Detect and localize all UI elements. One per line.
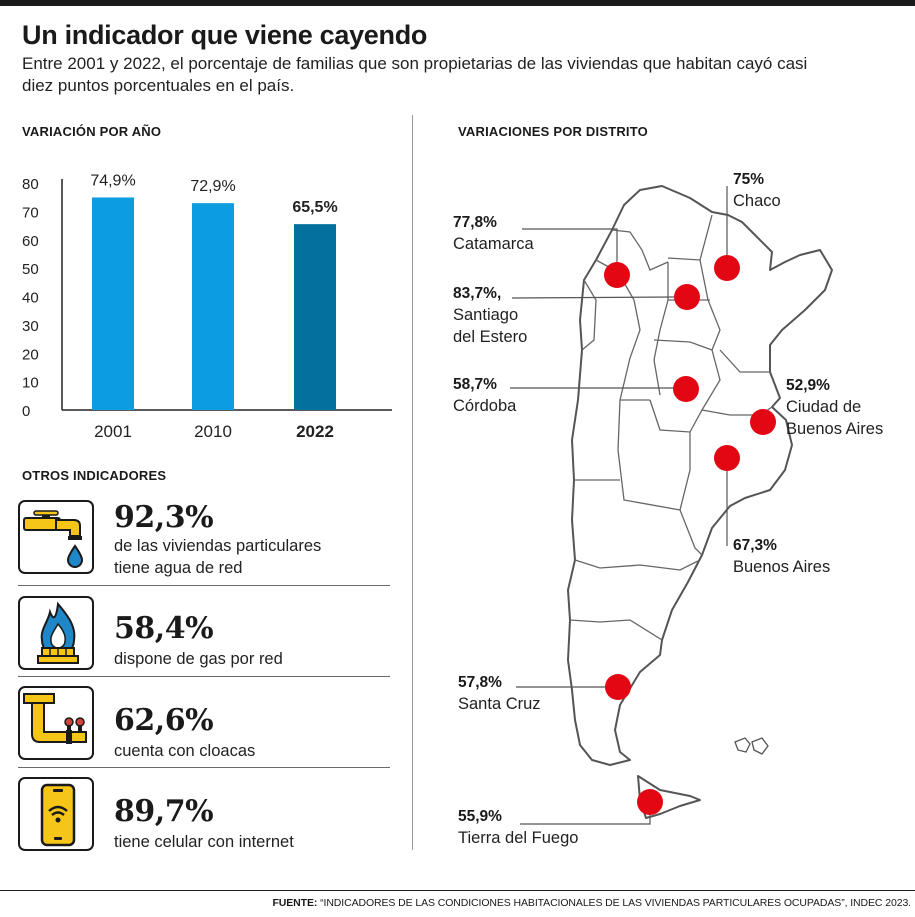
bar-chart: 0 10 20 30 40 50 60 70 80 74,9% 2001 72,9% 2010 65,5%…: [22, 172, 392, 441]
indicator-description: dispone de gas por red: [114, 650, 283, 668]
district-name: Córdoba: [453, 397, 517, 415]
district-name: Santa Cruz: [458, 695, 541, 713]
indicator-description: tiene celular con internet: [114, 833, 294, 851]
district-value: 57,8%: [458, 674, 502, 691]
indicator-value: 62,6%: [114, 703, 214, 738]
district-name: Ciudad de: [786, 398, 861, 416]
top-rule: [0, 0, 915, 6]
leader-line: [522, 228, 618, 262]
district-name: Tierra del Fuego: [458, 829, 578, 847]
x-tick-label: 2022: [296, 422, 334, 441]
district-marker: [605, 674, 631, 700]
district-value: 52,9%: [786, 377, 830, 394]
source-note: FUENTE: “INDICADORES DE LAS CONDICIONES …: [272, 897, 911, 909]
x-tick-label: 2001: [94, 422, 132, 441]
indicator-box: [18, 596, 94, 670]
water-faucet-icon: [23, 510, 84, 568]
indicator-value: 92,3%: [114, 500, 214, 535]
district-name: Buenos Aires: [733, 558, 830, 576]
y-tick-label: 0: [22, 403, 30, 420]
district-marker: [674, 284, 700, 310]
bar-value-label: 72,9%: [190, 178, 235, 195]
country-outline: [567, 185, 833, 766]
indicator-separator: [18, 767, 390, 768]
sewer-pipe-icon: [23, 693, 87, 744]
map-title: VARIACIONES POR DISTRITO: [458, 124, 648, 139]
bar-value-label: 74,9%: [90, 172, 135, 189]
source-label: FUENTE:: [272, 897, 318, 909]
indicator-box: [18, 500, 94, 574]
bar-value-label: 65,5%: [292, 199, 337, 216]
x-tick-label: 2010: [194, 422, 232, 441]
indicator-separator: [18, 585, 390, 586]
y-tick-label: 50: [22, 261, 39, 278]
footer-rule: [0, 890, 915, 891]
district-value: 75%: [733, 171, 764, 188]
district-marker: [714, 445, 740, 471]
gas-flame-icon: [37, 601, 79, 664]
y-tick-label: 40: [22, 290, 39, 307]
indicator-separator: [18, 676, 390, 677]
district-value: 58,7%: [453, 376, 497, 393]
y-tick-label: 10: [22, 375, 39, 392]
argentina-map: 75% Chaco 77,8% Catamarca 83,7%, Santiago del …: [453, 171, 883, 847]
district-name: Santiago: [453, 306, 518, 324]
district-value: 67,3%: [733, 537, 777, 554]
district-name: Buenos Aires: [786, 420, 883, 438]
bar: [294, 224, 336, 410]
district-marker: [750, 409, 776, 435]
indicator-box: [18, 686, 94, 760]
district-value: 55,9%: [458, 808, 502, 825]
mobile-wifi-icon: [40, 783, 76, 847]
malvinas-islands: [734, 737, 769, 755]
bar-chart-title: VARIACIÓN POR AÑO: [22, 124, 162, 139]
district-name: del Estero: [453, 328, 527, 346]
district-marker: [714, 255, 740, 281]
bar: [192, 203, 234, 410]
indicator-value: 89,7%: [114, 794, 214, 829]
district-marker: [637, 789, 663, 815]
leader-line: [520, 814, 651, 825]
district-value: 77,8%: [453, 214, 497, 231]
y-tick-label: 30: [22, 318, 39, 335]
column-divider: [412, 115, 413, 850]
indicator-description: cuenta con cloacas: [114, 742, 256, 760]
source-text: “INDICADORES DE LAS CONDICIONES HABITACI…: [320, 897, 911, 909]
indicator-value: 58,4%: [114, 611, 214, 646]
district-name: Catamarca: [453, 235, 535, 253]
page-title: Un indicador que viene cayendo: [22, 20, 428, 50]
leader-line: [511, 296, 676, 299]
y-tick-label: 80: [22, 176, 39, 193]
y-tick-label: 70: [22, 204, 39, 221]
page-subtitle: Entre 2001 y 2022, el porcentaje de fami…: [22, 54, 808, 95]
other-indicators-title: OTROS INDICADORES: [22, 468, 167, 483]
indicator-description: de las viviendas particulares: [114, 537, 322, 555]
y-tick-label: 20: [22, 346, 39, 363]
bar: [92, 197, 134, 410]
district-marker: [604, 262, 630, 288]
district-marker: [673, 376, 699, 402]
indicator-description: tiene agua de red: [114, 559, 243, 577]
district-name: Chaco: [733, 192, 781, 210]
indicator-box: [18, 777, 94, 851]
y-tick-label: 60: [22, 233, 39, 250]
district-value: 83,7%,: [453, 285, 501, 302]
